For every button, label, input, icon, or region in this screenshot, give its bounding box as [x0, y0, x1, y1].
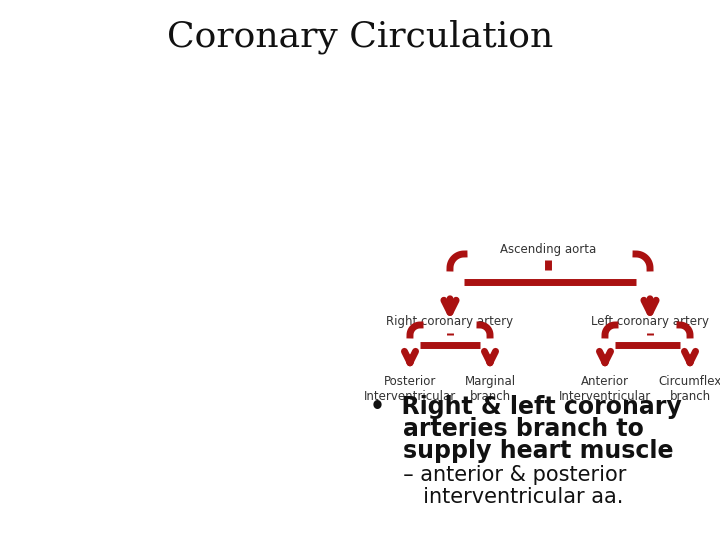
Text: Left coronary artery: Left coronary artery: [591, 315, 709, 328]
Text: •  Right & left coronary: • Right & left coronary: [370, 395, 682, 419]
Text: Marginal
branch: Marginal branch: [464, 375, 516, 403]
Text: Posterior
Interventricular: Posterior Interventricular: [364, 375, 456, 403]
Text: supply heart muscle: supply heart muscle: [370, 439, 673, 463]
Text: interventricular aa.: interventricular aa.: [390, 487, 624, 507]
Text: Coronary Circulation: Coronary Circulation: [167, 20, 553, 55]
Text: Right coronary artery: Right coronary artery: [387, 315, 513, 328]
Text: Anterior
Interventricular: Anterior Interventricular: [559, 375, 651, 403]
Text: Ascending aorta: Ascending aorta: [500, 243, 596, 256]
Text: arteries branch to: arteries branch to: [370, 417, 644, 441]
Text: Circumflex
branch: Circumflex branch: [658, 375, 720, 403]
Text: – anterior & posterior: – anterior & posterior: [390, 465, 626, 485]
